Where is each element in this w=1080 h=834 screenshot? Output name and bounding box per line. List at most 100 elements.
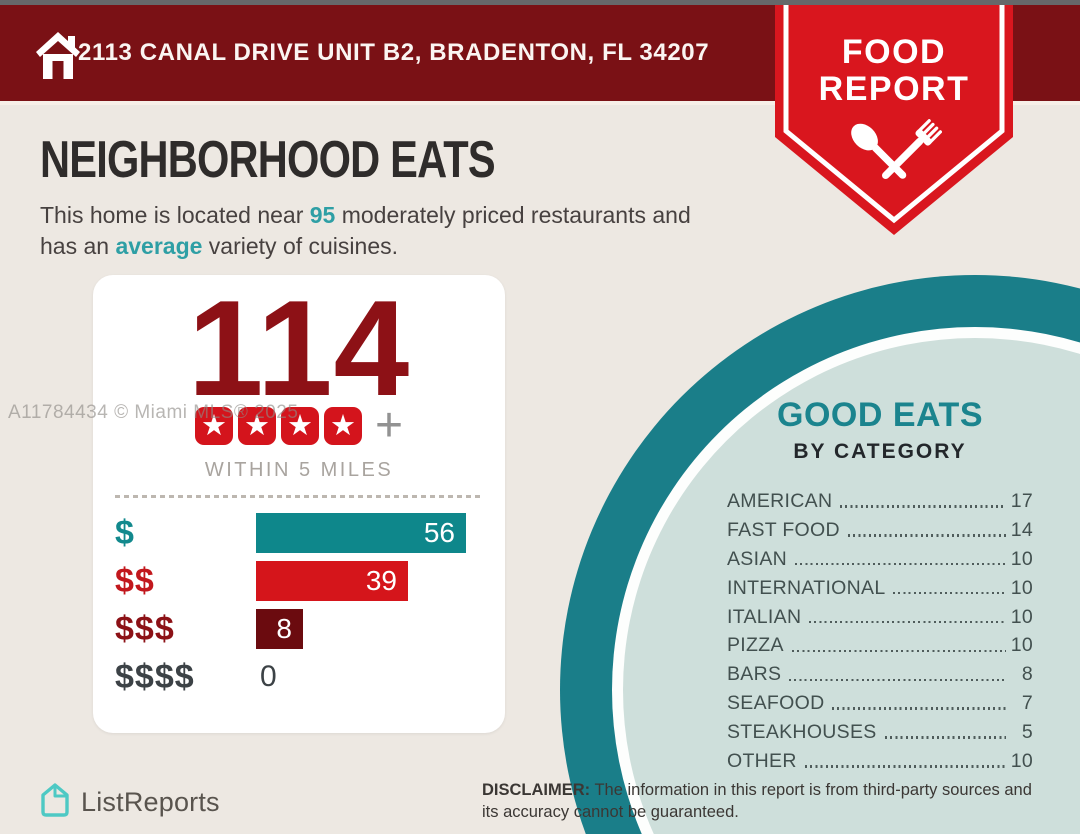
category-value: 5: [1021, 721, 1033, 744]
good-eats-circle: [560, 275, 1080, 834]
dotted-leader: [893, 591, 1006, 595]
category-label: INTERNATIONAL: [727, 576, 886, 599]
mls-watermark: A11784434 © Miami MLS® 2025: [8, 402, 299, 423]
bar-value: 56: [423, 517, 455, 548]
price-tier-label: $$$: [115, 609, 175, 648]
radius-label: WITHIN 5 MILES: [204, 459, 394, 481]
price-tier-row: $$$ 8: [115, 609, 483, 649]
category-label: BARS: [727, 663, 782, 686]
bar-value: 8: [276, 613, 292, 644]
bar-track: 8: [256, 609, 483, 649]
restaurant-count-highlight: 95: [309, 202, 336, 228]
category-row: OTHER 10: [727, 747, 1033, 776]
good-eats-panel: GOOD EATS BY CATEGORY AMERICAN 17 FAST FOO…: [727, 396, 1033, 776]
intro-text-segment: variety of cuisines.: [202, 233, 399, 259]
listreports-house-icon: [38, 781, 72, 824]
category-row: FAST FOOD 14: [727, 516, 1033, 545]
disclaimer: DISCLAIMER: The information in this repo…: [482, 779, 1040, 823]
category-value: 10: [1010, 547, 1033, 570]
intro-text-segment: moderately priced restaurants and: [335, 202, 691, 228]
bar-track: 0: [256, 657, 483, 697]
home-icon: [30, 29, 86, 88]
bar: 39: [256, 561, 408, 601]
header-underline: [0, 101, 1080, 105]
bar: 56: [256, 513, 466, 553]
category-value: 14: [1010, 518, 1033, 541]
price-tier-row: $$$$ 0: [115, 657, 483, 697]
banner-shape: [775, 5, 1013, 235]
star-icon: ★: [323, 407, 362, 445]
category-list: AMERICAN 17 FAST FOOD 14 ASIAN 10 INTERNATIONA…: [727, 487, 1033, 776]
price-tier-row: $$ 39: [115, 561, 483, 601]
intro-text: This home is located near 95 moderately …: [40, 200, 691, 262]
category-label: ASIAN: [727, 547, 788, 570]
plus-icon: +: [374, 399, 404, 452]
category-row: INTERNATIONAL 10: [727, 574, 1033, 603]
price-tier-label: $$: [115, 561, 155, 600]
category-label: SEAFOOD: [727, 692, 825, 715]
good-eats-subtitle: BY CATEGORY: [793, 440, 967, 463]
star-rating: ★ ★ ★ ★ +: [93, 399, 505, 452]
category-row: STEAKHOUSES 5: [727, 718, 1033, 747]
category-value: 8: [1021, 663, 1033, 686]
bar-track: 56: [256, 513, 483, 553]
category-value: 10: [1010, 605, 1033, 628]
dashed-divider: [115, 495, 483, 498]
dotted-leader: [884, 736, 1006, 739]
variety-highlight: average: [115, 233, 203, 259]
page-title: NEIGHBORHOOD EATS: [40, 131, 496, 189]
category-label: OTHER: [727, 749, 797, 772]
category-label: PIZZA: [727, 634, 784, 657]
disclaimer-text: The information in this report is from t…: [482, 781, 1032, 821]
category-label: ITALIAN: [727, 605, 802, 628]
intro-text-segment: has an: [40, 233, 116, 259]
bar-track: 39: [256, 561, 483, 601]
category-row: AMERICAN 17: [727, 487, 1033, 516]
bar-value: 0: [260, 660, 277, 693]
price-tier-chart: $56 $$ 39 $$$ 8 $$$$ 0: [115, 513, 483, 705]
category-value: 17: [1010, 489, 1033, 512]
category-label: STEAKHOUSES: [727, 721, 877, 744]
price-tier-label: $$$$: [115, 657, 195, 696]
category-value: 10: [1010, 749, 1033, 772]
listreports-logo: ListReports: [38, 781, 220, 824]
property-address: 2113 CANAL DRIVE UNIT B2, BRADENTON, FL …: [78, 39, 710, 66]
category-row: ITALIAN 10: [727, 603, 1033, 632]
good-eats-title: GOOD EATS: [777, 396, 983, 434]
category-value: 10: [1010, 576, 1033, 599]
dotted-leader: [789, 678, 1006, 682]
bar: 8: [256, 609, 303, 649]
dotted-leader: [832, 707, 1006, 710]
price-tier-label: $: [115, 513, 135, 552]
dotted-leader: [847, 534, 1006, 537]
top-strip: [0, 0, 1080, 5]
intro-line-1: This home is located near 95 moderately …: [40, 200, 691, 231]
category-label: AMERICAN: [727, 489, 833, 512]
dotted-leader: [791, 649, 1006, 653]
dotted-leader: [840, 505, 1006, 508]
star-icon: ★: [280, 407, 319, 445]
category-value: 10: [1010, 634, 1033, 657]
food-report-ribbon: FOOD REPORT: [775, 5, 1013, 237]
intro-text-segment: This home is located near: [40, 202, 310, 228]
dotted-leader: [804, 765, 1006, 768]
category-row: ASIAN 10: [727, 545, 1033, 574]
disclaimer-label: DISCLAIMER:: [482, 781, 591, 799]
category-row: SEAFOOD 7: [727, 689, 1033, 718]
restaurant-total-count: 114: [187, 272, 411, 424]
price-tier-row: $56: [115, 513, 483, 553]
restaurant-stats-card: 114 ★ ★ ★ ★ + WITHIN 5 MILES $56 $$ 39 $$$ 8 $$$…: [93, 275, 505, 733]
star-icon: ★: [194, 407, 233, 445]
ribbon-title-report: REPORT: [818, 70, 970, 108]
ribbon-title-food: FOOD: [841, 33, 947, 71]
star-rating-badges: ★ ★ ★ ★: [194, 407, 362, 445]
category-value: 7: [1021, 692, 1033, 715]
dotted-leader: [809, 620, 1006, 624]
category-label: FAST FOOD: [727, 518, 840, 541]
listreports-wordmark: ListReports: [81, 787, 220, 817]
category-row: BARS 8: [727, 660, 1033, 689]
star-icon: ★: [237, 407, 276, 445]
category-row: PIZZA 10: [727, 631, 1033, 660]
dotted-leader: [795, 562, 1006, 566]
